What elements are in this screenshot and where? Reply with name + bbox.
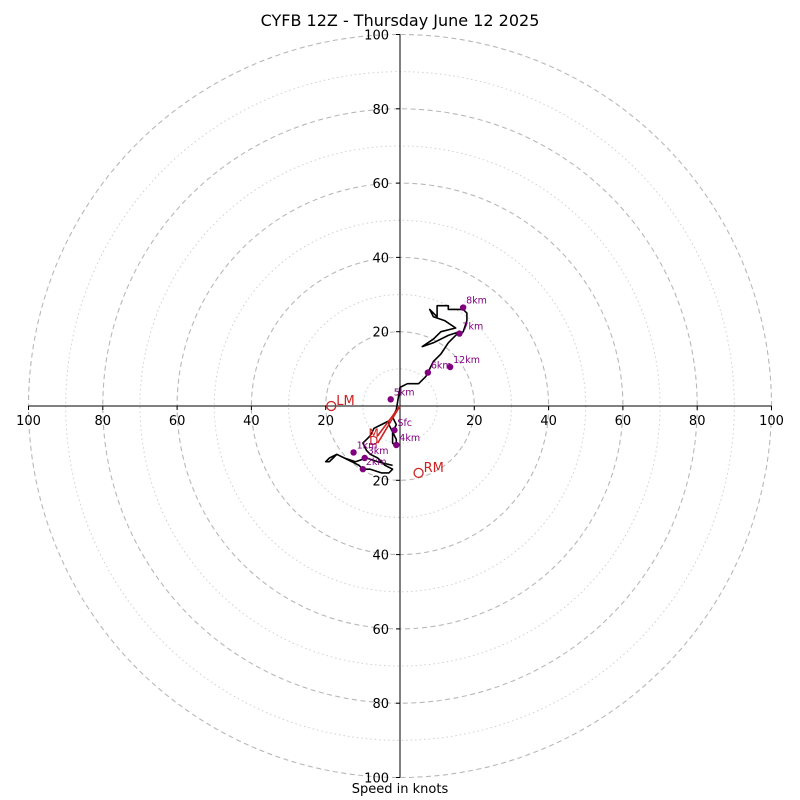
height-marker-label: 8km (466, 296, 487, 307)
storm-motion-group: LM RM (326, 394, 444, 479)
height-marker-label: 4km (399, 433, 420, 444)
x-tick-label: 40 (540, 414, 557, 429)
hodograph-trace (324, 304, 468, 474)
x-tick-label: 20 (466, 414, 483, 429)
y-tick-label: 80 (372, 697, 389, 712)
y-tick-label: 60 (372, 177, 389, 192)
y-tick-label: 40 (372, 549, 389, 564)
height-marker-label: 5km (394, 387, 415, 398)
x-tick-label: 60 (615, 414, 632, 429)
x-tick-label: 40 (243, 414, 260, 429)
y-tick-label: 20 (372, 474, 389, 489)
x-axis-label: Speed in knots (351, 782, 449, 797)
height-marker-label: 1km (357, 440, 378, 451)
y-tick-label: 100 (364, 772, 389, 787)
height-marker-label: 2km (366, 457, 387, 468)
height-marker (350, 449, 357, 456)
x-tick-label: 60 (169, 414, 186, 429)
x-tick-label: 80 (689, 414, 706, 429)
storm-motion-label: RM (424, 461, 444, 476)
height-marker-label: Sfc (397, 418, 412, 429)
height-marker-label: 7km (462, 322, 483, 333)
height-marker (424, 369, 432, 376)
storm-motion-label: LM (336, 394, 354, 409)
y-tick-label: 60 (372, 623, 389, 638)
height-marker (391, 426, 398, 434)
x-tick-label: 100 (759, 414, 784, 429)
height-marker (446, 363, 454, 371)
height-marker (361, 454, 368, 462)
x-tick-label: 20 (317, 414, 334, 429)
x-tick-label: 100 (16, 414, 41, 429)
tick-marks (28, 34, 772, 778)
y-tick-label: 100 (364, 29, 389, 44)
mean-wind-vector (377, 405, 401, 444)
height-marker (393, 441, 400, 449)
y-tick-label: 40 (372, 251, 389, 266)
tick-labels: 100 80 60 40 20 20 40 60 80 100 100 80 60 40 20 20 40 60 8… (16, 29, 784, 787)
height-marker (387, 396, 394, 403)
height-marker-label: 6km (431, 361, 452, 372)
height-marker-label: 3km (368, 446, 389, 457)
y-tick-label: 20 (372, 326, 389, 341)
storm-motion-marker (326, 400, 337, 412)
mean-wind-label: D (369, 434, 378, 448)
mean-wind-vectors: MD (369, 405, 401, 448)
chart-title: CYFB 12Z - Thursday June 12 2025 (260, 11, 540, 30)
hodograph-trace-group (324, 304, 468, 474)
storm-motion-marker (413, 467, 424, 479)
height-marker (456, 330, 463, 337)
height-marker (459, 304, 467, 311)
height-marker (359, 465, 367, 473)
mean-wind-label: M (369, 427, 379, 441)
height-marker-label: 12km (453, 355, 480, 366)
y-tick-label: 80 (372, 103, 389, 118)
x-tick-label: 80 (95, 414, 112, 429)
